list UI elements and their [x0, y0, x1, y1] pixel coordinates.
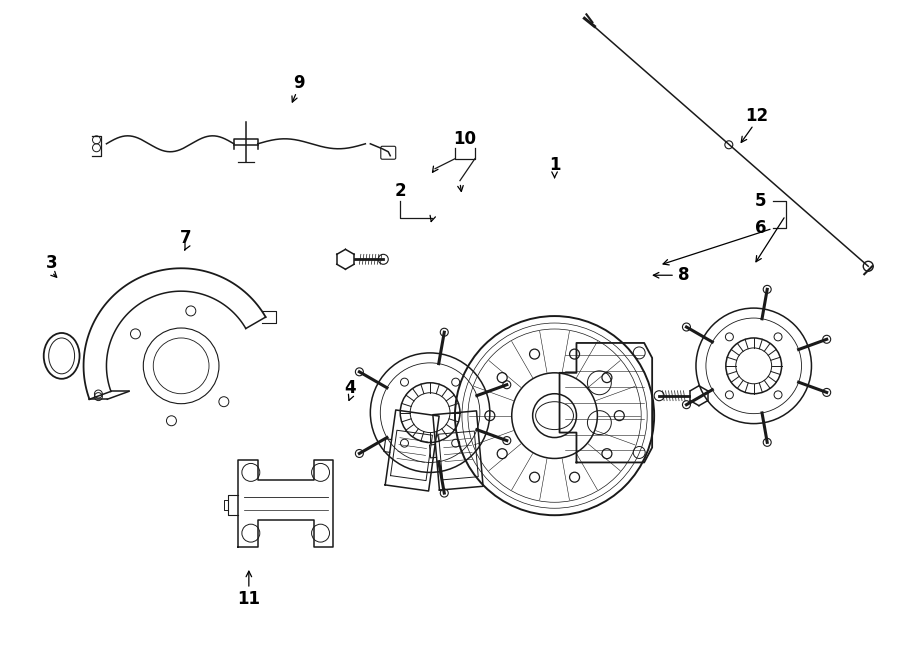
Text: 9: 9: [292, 74, 304, 92]
Text: 3: 3: [46, 254, 58, 272]
Text: 8: 8: [679, 266, 689, 284]
Text: 4: 4: [345, 379, 356, 397]
Text: 12: 12: [745, 107, 769, 125]
Text: 10: 10: [454, 130, 476, 148]
Text: 7: 7: [180, 229, 192, 247]
Text: 11: 11: [238, 590, 260, 608]
Text: 2: 2: [394, 182, 406, 200]
Text: 5: 5: [755, 192, 767, 210]
Text: 1: 1: [549, 156, 561, 174]
Text: 6: 6: [755, 219, 767, 237]
